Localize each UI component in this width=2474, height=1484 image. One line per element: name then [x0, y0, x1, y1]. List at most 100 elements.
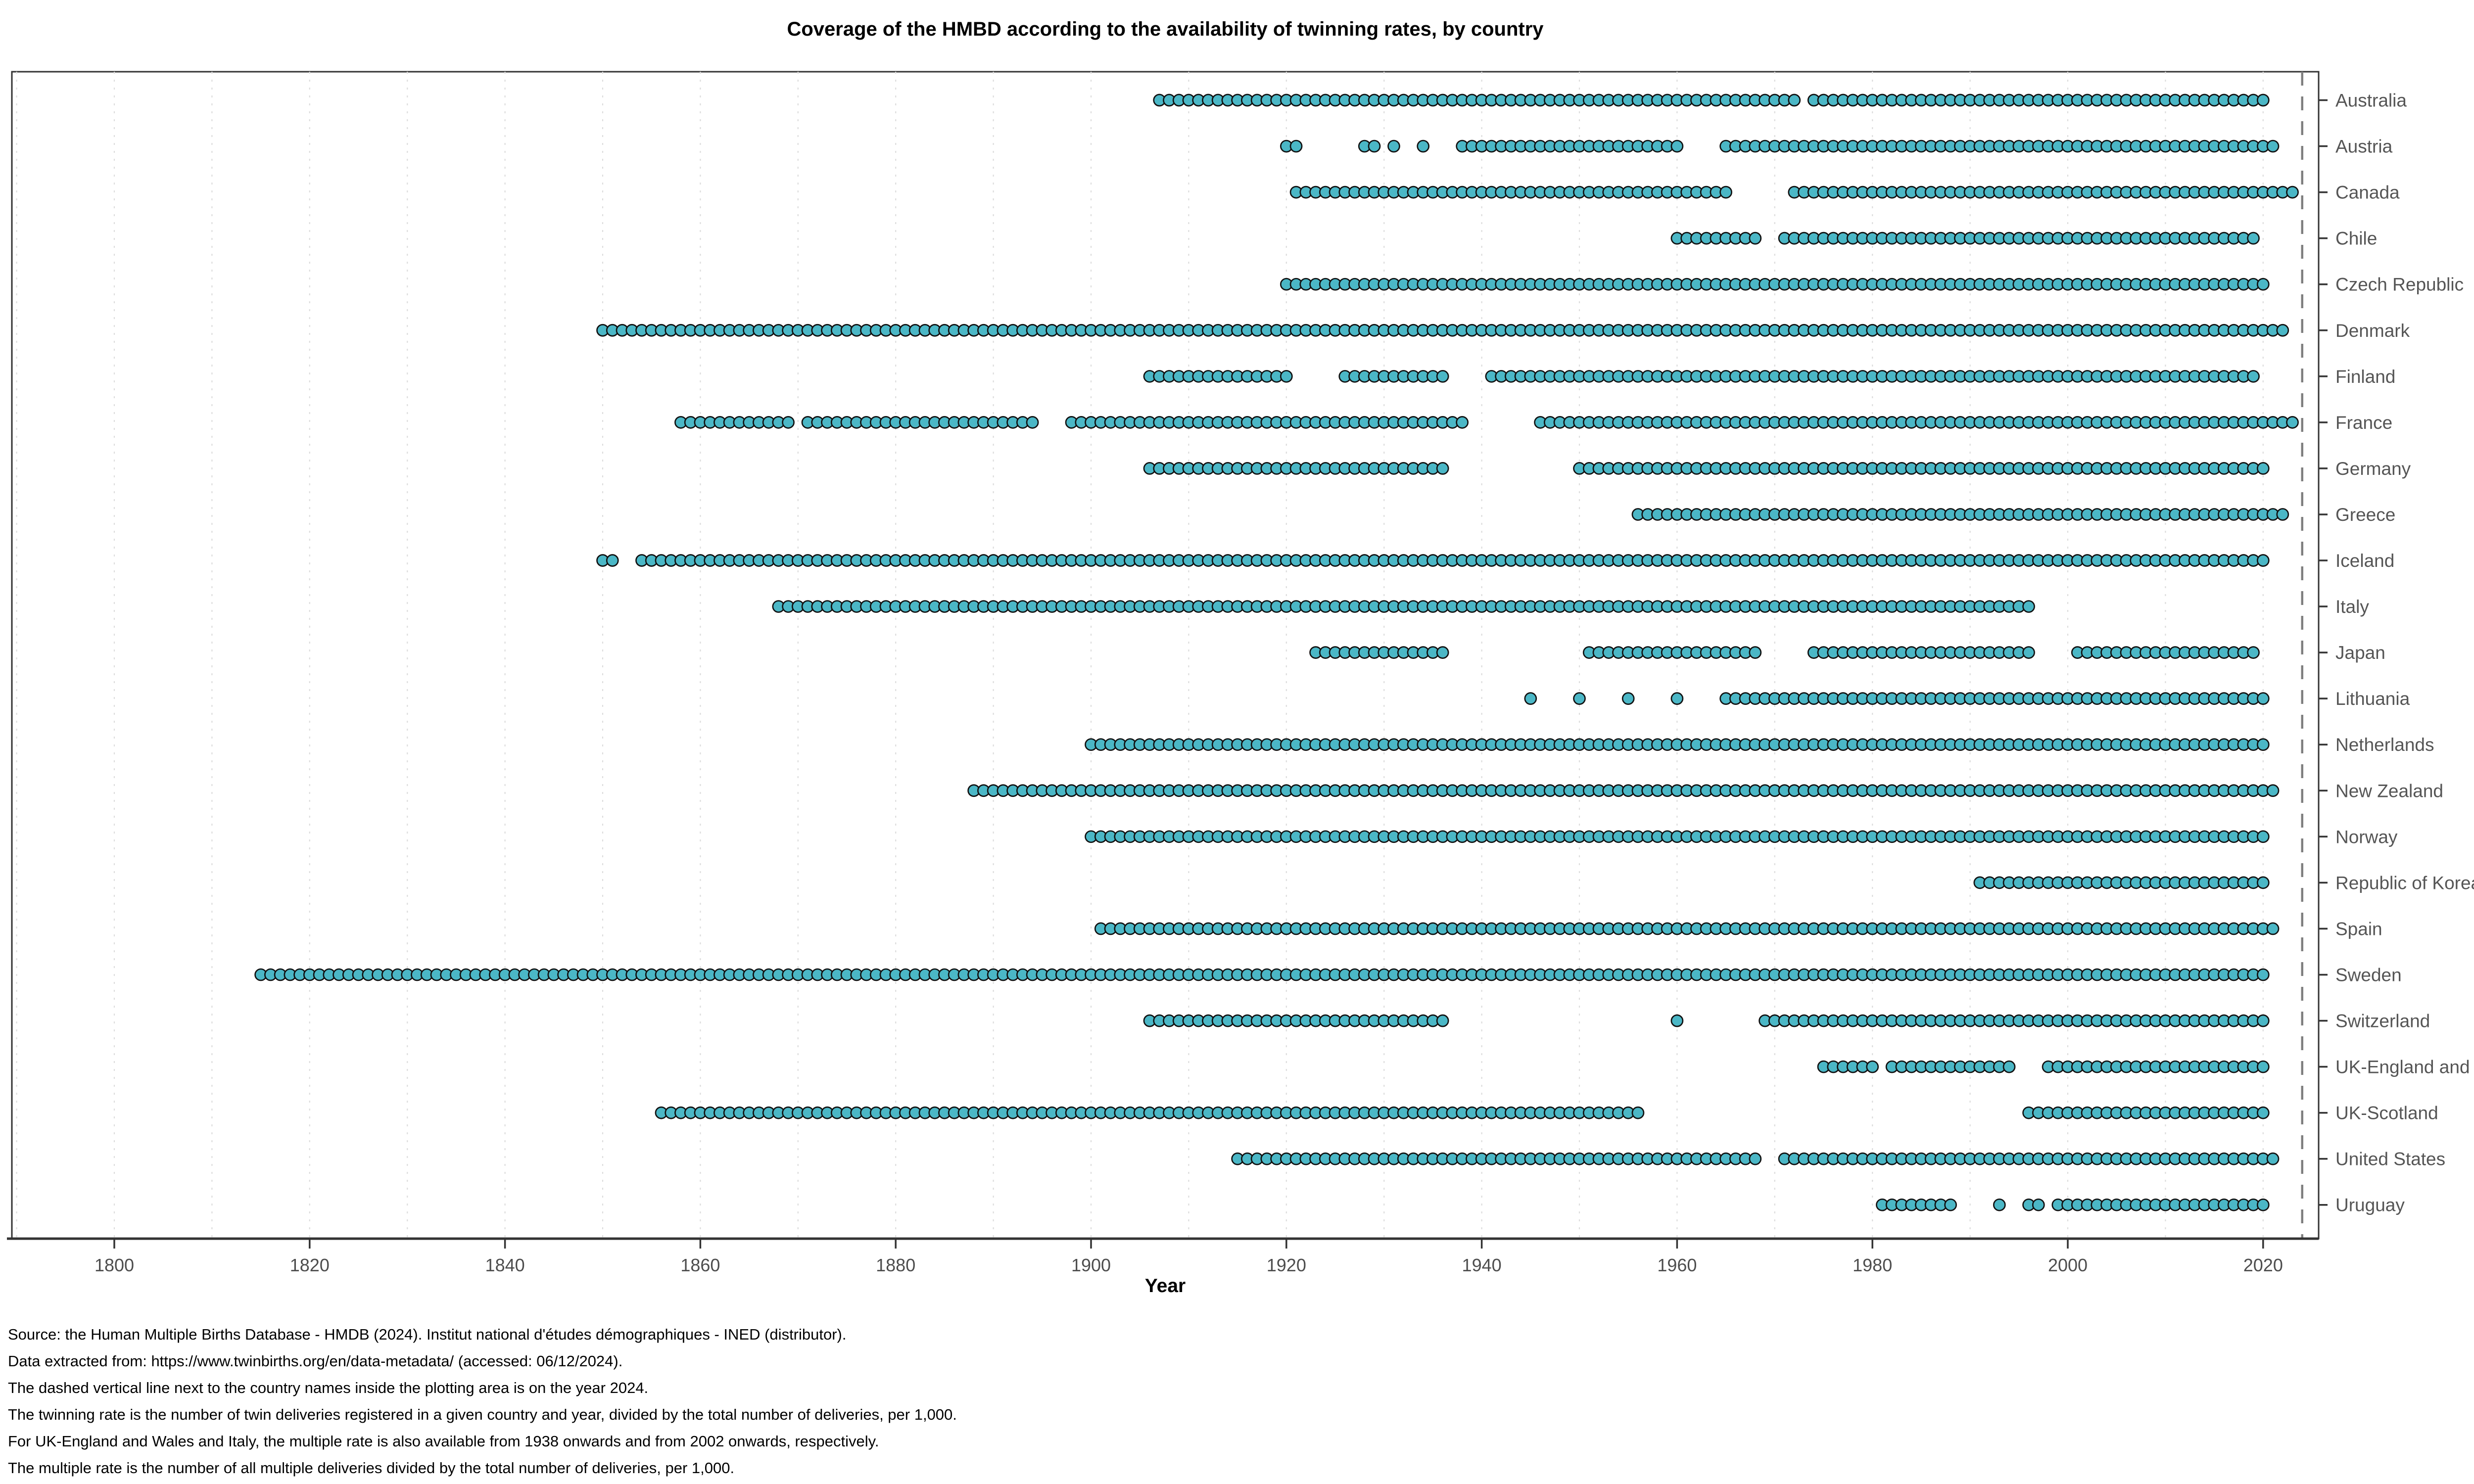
country-row-japan: [1309, 646, 2260, 659]
country-row-spain: [1094, 922, 2280, 935]
x-tick-label-1980: 1980: [1853, 1255, 1892, 1275]
availability-dot: [2266, 922, 2280, 935]
availability-dot: [2256, 830, 2270, 843]
availability-dot: [1944, 1198, 1957, 1211]
country-label: Spain: [2335, 919, 2382, 939]
country-row-uruguay: [1876, 1198, 2270, 1211]
country-label: United States: [2335, 1149, 2445, 1169]
country-row-united-states: [1231, 1152, 2280, 1165]
footnote-dashed-line: The dashed vertical line next to the cou…: [8, 1379, 648, 1396]
country-label: Australia: [2335, 91, 2407, 111]
country-row-denmark: [596, 324, 2289, 337]
availability-dot: [2256, 1060, 2270, 1073]
availability-dot: [2276, 324, 2289, 337]
availability-dot: [2247, 646, 2260, 659]
country-row-france: [674, 416, 2299, 429]
availability-dot: [2286, 186, 2299, 199]
availability-dot: [2266, 784, 2280, 797]
availability-dot: [782, 416, 795, 429]
availability-dot: [1436, 370, 1449, 383]
footnote-multiple-rate-definition: The multiple rate is the number of all m…: [8, 1459, 734, 1477]
country-label: Switzerland: [2335, 1011, 2430, 1031]
country-label: Japan: [2335, 643, 2385, 663]
footnote-multiple-rate-availability: For UK-England and Wales and Italy, the …: [8, 1433, 879, 1450]
country-label: UK-England and Wales: [2335, 1057, 2474, 1077]
availability-dot: [1749, 646, 1762, 659]
country-label: Italy: [2335, 597, 2369, 617]
availability-dot: [2256, 554, 2270, 567]
x-tick-label-1840: 1840: [485, 1255, 525, 1275]
country-row-new-zealand: [967, 784, 2280, 797]
y-axis-country-labels: Australia Austria Canada Chile Czech Republi…: [2319, 91, 2474, 1215]
country-label: Germany: [2335, 459, 2411, 479]
availability-dot: [2266, 139, 2280, 153]
country-row-republic-of-korea: [1973, 876, 2270, 889]
country-row-norway: [1085, 830, 2270, 843]
availability-dot: [1456, 416, 1469, 429]
country-label: New Zealand: [2335, 781, 2443, 801]
availability-dot: [2256, 1198, 2270, 1211]
country-row-czech-republic: [1280, 278, 2270, 291]
x-tick-label-1880: 1880: [876, 1255, 915, 1275]
country-label: Denmark: [2335, 321, 2410, 341]
footnote-twinning-rate: The twinning rate is the number of twin …: [8, 1406, 957, 1423]
country-label: Canada: [2335, 183, 2400, 203]
availability-dot: [2256, 968, 2270, 981]
availability-dot: [1026, 416, 1039, 429]
availability-dot: [1387, 139, 1400, 153]
x-tick-label-1820: 1820: [290, 1255, 330, 1275]
availability-dot: [1631, 1106, 1645, 1119]
availability-dot: [1436, 462, 1449, 475]
availability-dot: [1749, 232, 1762, 245]
availability-dot: [1436, 1014, 1449, 1027]
availability-dot: [2022, 600, 2035, 613]
availability-dot: [1280, 370, 1293, 383]
availability-dot: [2256, 1014, 2270, 1027]
country-label: Uruguay: [2335, 1195, 2405, 1215]
availability-dot: [2247, 370, 2260, 383]
country-label: UK-Scotland: [2335, 1103, 2438, 1123]
availability-dot: [1289, 139, 1303, 153]
availability-dot: [1621, 692, 1635, 705]
country-label: Chile: [2335, 229, 2377, 249]
availability-dot: [1866, 1060, 1879, 1073]
availability-dot: [2266, 1152, 2280, 1165]
availability-dot: [2256, 738, 2270, 751]
availability-dot: [1749, 1152, 1762, 1165]
country-row-uk-scotland: [655, 1106, 2270, 1119]
country-row-canada: [1289, 186, 2299, 199]
availability-dot: [2256, 1106, 2270, 1119]
x-tick-label-1800: 1800: [95, 1255, 134, 1275]
country-label: Netherlands: [2335, 735, 2434, 755]
availability-dot: [606, 554, 619, 567]
availability-dot: [2256, 278, 2270, 291]
availability-dot: [1993, 1198, 2006, 1211]
availability-dot: [1417, 139, 1430, 153]
country-row-sweden: [254, 968, 2270, 981]
x-tick-label-1900: 1900: [1071, 1255, 1111, 1275]
availability-dot: [1573, 692, 1586, 705]
data-dots: [254, 93, 2299, 1211]
country-row-austria: [1280, 139, 2280, 153]
availability-dot: [2276, 508, 2289, 521]
availability-dot: [1788, 93, 1801, 107]
availability-dot: [1524, 692, 1537, 705]
availability-dot: [2032, 1198, 2045, 1211]
availability-dot: [1670, 692, 1684, 705]
country-row-finland: [1143, 370, 2260, 383]
country-label: Lithuania: [2335, 689, 2410, 709]
availability-dot: [1436, 646, 1449, 659]
availability-dot: [1670, 1014, 1684, 1027]
availability-dot: [1670, 139, 1684, 153]
country-row-lithuania: [1524, 692, 2270, 705]
x-tick-label-2000: 2000: [2048, 1255, 2088, 1275]
country-row-germany: [1143, 462, 2270, 475]
country-row-chile: [1670, 232, 2260, 245]
footnote-source: Source: the Human Multiple Births Databa…: [8, 1326, 846, 1343]
availability-dot: [2256, 692, 2270, 705]
x-tick-label-2020: 2020: [2243, 1255, 2283, 1275]
country-row-italy: [772, 600, 2035, 613]
country-row-greece: [1631, 508, 2289, 521]
country-row-netherlands: [1085, 738, 2270, 751]
